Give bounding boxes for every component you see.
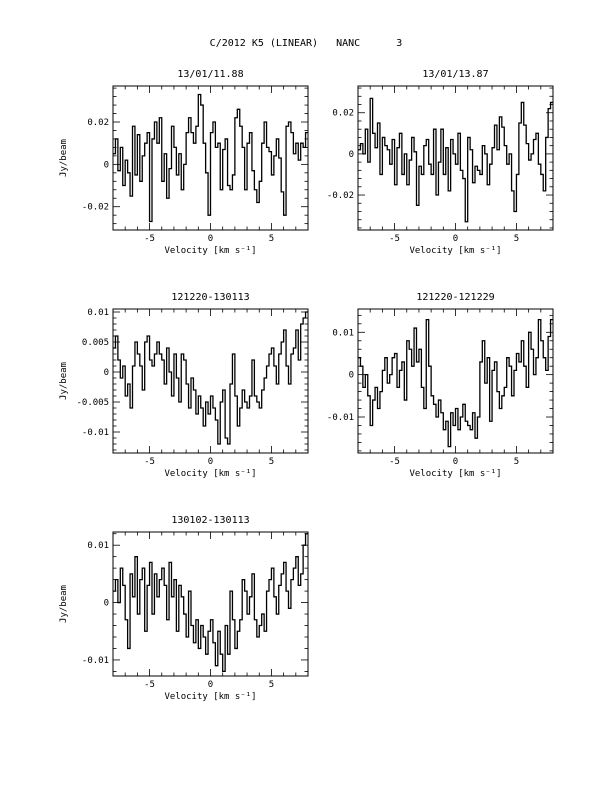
panel-title: 13/01/13.87 <box>422 69 488 80</box>
y-axis-label: Jy/beam <box>59 362 69 400</box>
x-tick-label: 5 <box>269 680 274 690</box>
x-tick-label: 5 <box>514 234 519 244</box>
y-tick-label: 0 <box>104 368 109 378</box>
y-tick-label: 0 <box>104 160 109 170</box>
x-tick-label: 0 <box>208 234 213 244</box>
x-axis-label: Velocity [km s⁻¹] <box>164 246 256 256</box>
panel-5: 130102-130113 -5 0 5 -0.01 0 0.01 Velocity [km … <box>59 515 309 702</box>
y-tick-label: 0 <box>104 599 109 609</box>
spectrum-line <box>113 93 308 223</box>
x-axis-label: Velocity [km s⁻¹] <box>164 469 256 479</box>
y-tick-label: 0.02 <box>332 109 354 119</box>
panel-title: 121220-130113 <box>171 292 249 303</box>
y-axis-label: Jy/beam <box>59 585 69 623</box>
y-tick-label: -0.02 <box>327 191 354 201</box>
x-axis-label: Velocity [km s⁻¹] <box>409 469 501 479</box>
y-tick-label: 0 <box>349 150 354 160</box>
x-tick-label: 5 <box>269 457 274 467</box>
page-title: C/2012 K5 (LINEAR) NANC 3 <box>209 38 403 49</box>
y-tick-label: 0.005 <box>82 338 109 348</box>
panel-title: 130102-130113 <box>171 515 249 526</box>
x-tick-label: 5 <box>514 457 519 467</box>
panel-title: 13/01/11.88 <box>177 69 243 80</box>
x-tick-label: 0 <box>208 457 213 467</box>
x-tick-label: -5 <box>144 680 155 690</box>
x-tick-label: -5 <box>144 457 155 467</box>
y-tick-label: -0.005 <box>76 398 109 408</box>
panel-1: 13/01/11.88 -5 0 5 -0.02 0 0.02 Velocity [km s⁻… <box>59 69 309 256</box>
panel-3: 121220-130113 -5 0 5 -0.01 -0.005 0 0.005 0.01 Ve… <box>59 292 309 479</box>
x-tick-label: 5 <box>269 234 274 244</box>
y-tick-label: -0.02 <box>82 203 109 213</box>
x-tick-label: 0 <box>453 234 458 244</box>
y-tick-label: 0.01 <box>87 308 109 318</box>
y-tick-label: -0.01 <box>327 413 354 423</box>
spectrum-line <box>358 97 553 223</box>
panel-2: 13/01/13.87 -5 0 5 -0.02 0 0.02 Velocity [km s⁻… <box>327 69 554 256</box>
y-tick-label: 0.02 <box>87 118 109 128</box>
x-axis-label: Velocity [km s⁻¹] <box>164 692 256 702</box>
y-tick-label: 0.01 <box>87 541 109 551</box>
spectrum-line <box>113 533 308 673</box>
spectrum-line <box>358 318 553 448</box>
panel-title: 121220-121229 <box>416 292 494 303</box>
y-tick-label: -0.01 <box>82 656 109 666</box>
x-tick-label: -5 <box>389 234 400 244</box>
y-tick-label: 0.01 <box>332 328 354 338</box>
x-tick-label: 0 <box>208 680 213 690</box>
spectrum-line <box>113 311 308 445</box>
x-tick-label: -5 <box>144 234 155 244</box>
x-axis-label: Velocity [km s⁻¹] <box>409 246 501 256</box>
y-tick-label: -0.01 <box>82 428 109 438</box>
x-tick-label: -5 <box>389 457 400 467</box>
panel-4: 121220-121229 -5 0 5 -0.01 0 0.01 Velocity [km … <box>327 292 554 479</box>
y-tick-label: 0 <box>349 371 354 381</box>
x-tick-label: 0 <box>453 457 458 467</box>
y-axis-label: Jy/beam <box>59 139 69 177</box>
